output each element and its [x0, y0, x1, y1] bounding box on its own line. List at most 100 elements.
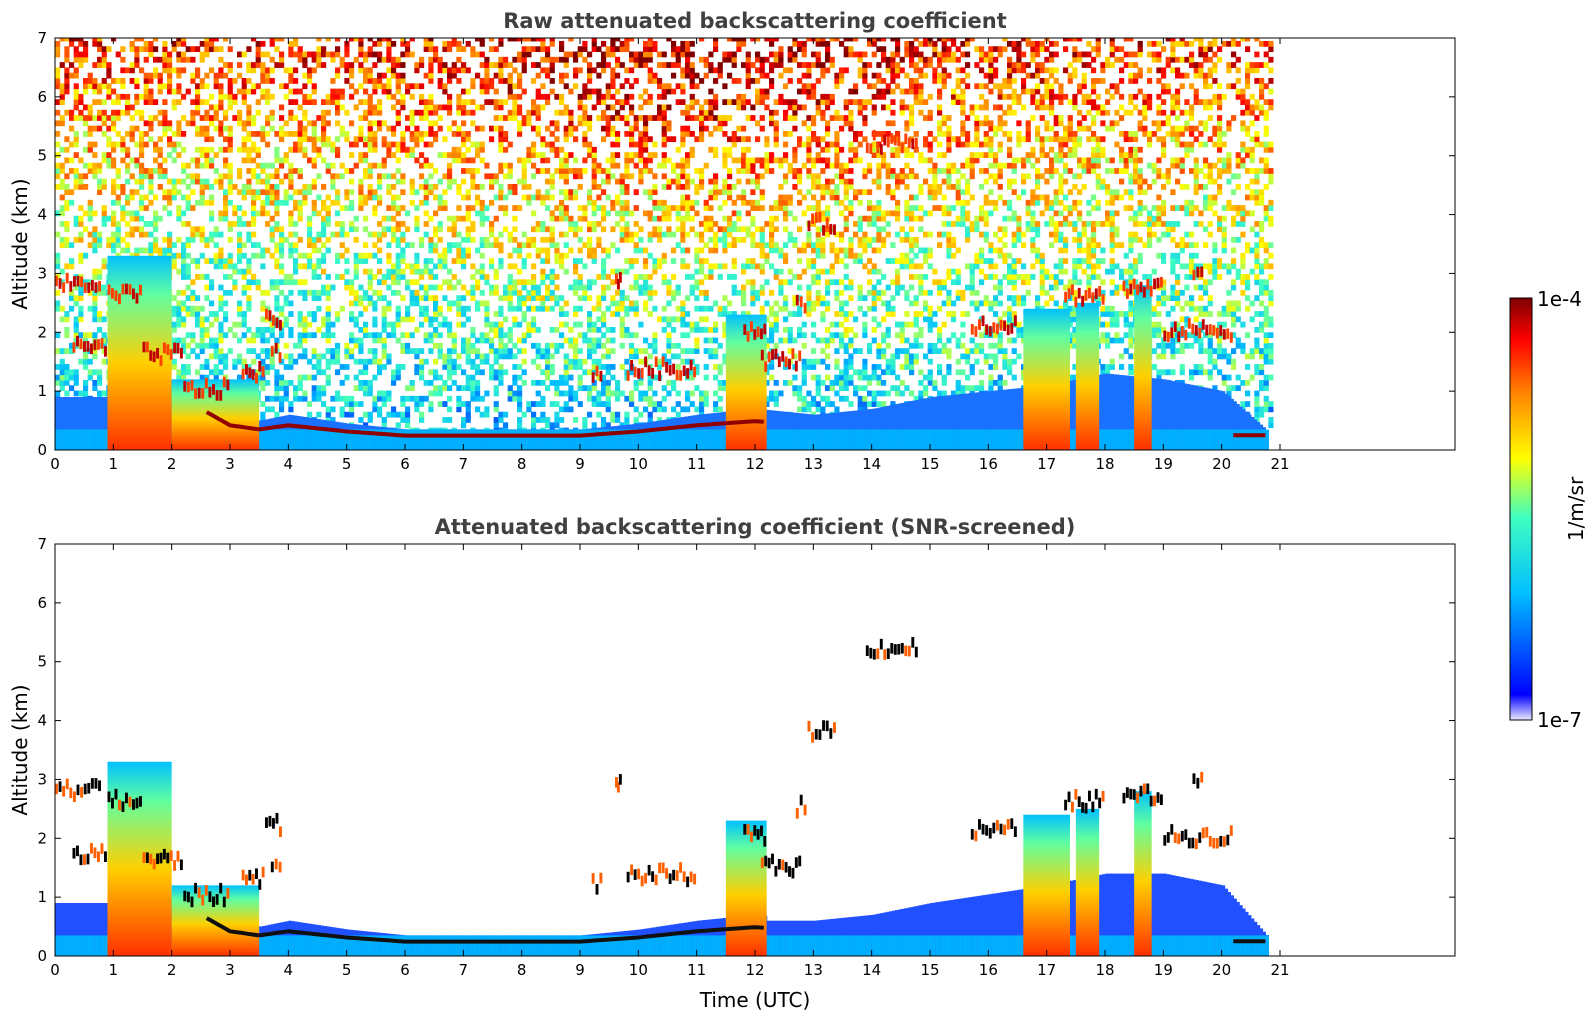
noise-pixel: [507, 332, 513, 339]
noise-pixel: [120, 83, 126, 90]
noise-pixel: [423, 316, 429, 323]
noise-pixel: [321, 130, 327, 137]
noise-pixel: [419, 401, 425, 407]
noise-pixel: [647, 385, 653, 392]
noise-pixel: [405, 348, 411, 354]
noise-pixel: [615, 390, 621, 397]
noise-pixel: [489, 231, 495, 238]
noise-pixel: [316, 258, 322, 264]
noise-pixel: [321, 136, 327, 143]
noise-pixel: [428, 56, 434, 63]
noise-pixel: [423, 38, 429, 42]
noise-pixel: [293, 199, 299, 206]
noise-pixel: [283, 67, 289, 74]
noise-pixel: [148, 115, 154, 121]
noise-pixel: [741, 189, 747, 196]
noise-pixel: [451, 348, 457, 354]
noise-pixel: [185, 274, 191, 280]
noise-pixel: [577, 379, 583, 386]
noise-pixel: [176, 88, 182, 95]
noise-pixel: [353, 374, 359, 381]
noise-pixel: [727, 311, 733, 317]
noise-pixel: [596, 242, 602, 249]
noise-pixel: [479, 300, 485, 307]
noise-pixel: [624, 67, 630, 74]
noise-pixel: [601, 109, 607, 116]
noise-pixel: [638, 411, 644, 418]
noise-pixel: [629, 258, 635, 264]
noise-pixel: [624, 395, 630, 402]
noise-pixel: [554, 56, 560, 63]
noise-pixel: [503, 369, 509, 376]
noise-pixel: [442, 62, 448, 68]
noise-pixel: [321, 99, 327, 106]
noise-pixel: [363, 385, 369, 392]
noise-pixel: [381, 231, 387, 238]
noise-pixel: [731, 38, 737, 42]
noise-pixel: [643, 115, 649, 121]
noise-pixel: [624, 326, 630, 333]
noise-pixel: [87, 242, 93, 249]
noise-pixel: [227, 130, 233, 137]
noise-pixel: [596, 46, 602, 53]
noise-pixel: [297, 321, 303, 328]
noise-pixel: [675, 210, 681, 217]
noise-pixel: [353, 215, 359, 222]
noise-pixel: [428, 401, 434, 407]
noise-pixel: [213, 342, 219, 349]
noise-pixel: [727, 38, 733, 42]
noise-pixel: [106, 125, 112, 132]
noise-pixel: [199, 252, 205, 259]
noise-pixel: [325, 99, 331, 106]
noise-pixel: [503, 422, 509, 429]
noise-pixel: [241, 274, 247, 280]
noise-pixel: [293, 141, 299, 148]
noise-pixel: [507, 390, 513, 397]
noise-pixel: [498, 168, 504, 174]
noise-pixel: [386, 146, 392, 153]
noise-pixel: [101, 215, 107, 222]
noise-pixel: [255, 83, 261, 90]
noise-pixel: [685, 40, 691, 47]
noise-pixel: [423, 183, 429, 190]
noise-pixel: [92, 385, 98, 392]
noise-pixel: [381, 72, 387, 79]
noise-pixel: [134, 125, 140, 132]
noise-pixel: [587, 390, 593, 397]
noise-pixel: [545, 141, 551, 148]
noise-pixel: [689, 401, 695, 407]
noise-pixel: [722, 263, 728, 270]
noise-pixel: [358, 401, 364, 407]
noise-pixel: [115, 236, 121, 243]
noise-pixel: [661, 130, 667, 137]
noise-pixel: [521, 295, 527, 302]
noise-pixel: [498, 72, 504, 79]
noise-pixel: [447, 99, 453, 106]
noise-pixel: [643, 279, 649, 286]
noise-pixel: [461, 136, 467, 143]
noise-pixel: [465, 157, 471, 164]
noise-pixel: [92, 369, 98, 376]
noise-pixel: [241, 141, 247, 148]
noise-pixel: [619, 305, 625, 312]
noise-pixel: [465, 417, 471, 423]
noise-pixel: [176, 215, 182, 222]
noise-pixel: [442, 385, 448, 392]
noise-pixel: [269, 406, 275, 413]
noise-pixel: [213, 263, 219, 270]
noise-pixel: [395, 268, 401, 275]
noise-pixel: [293, 67, 299, 74]
noise-pixel: [619, 115, 625, 121]
noise-pixel: [330, 353, 336, 360]
noise-pixel: [167, 72, 173, 79]
noise-pixel: [549, 62, 555, 68]
noise-pixel: [218, 120, 224, 127]
noise-pixel: [87, 115, 93, 121]
noise-pixel: [447, 109, 453, 116]
noise-pixel: [204, 72, 210, 79]
noise-pixel: [591, 337, 597, 344]
noise-pixel: [559, 56, 565, 63]
noise-pixel: [512, 305, 518, 312]
noise-pixel: [549, 353, 555, 360]
noise-pixel: [157, 183, 163, 190]
